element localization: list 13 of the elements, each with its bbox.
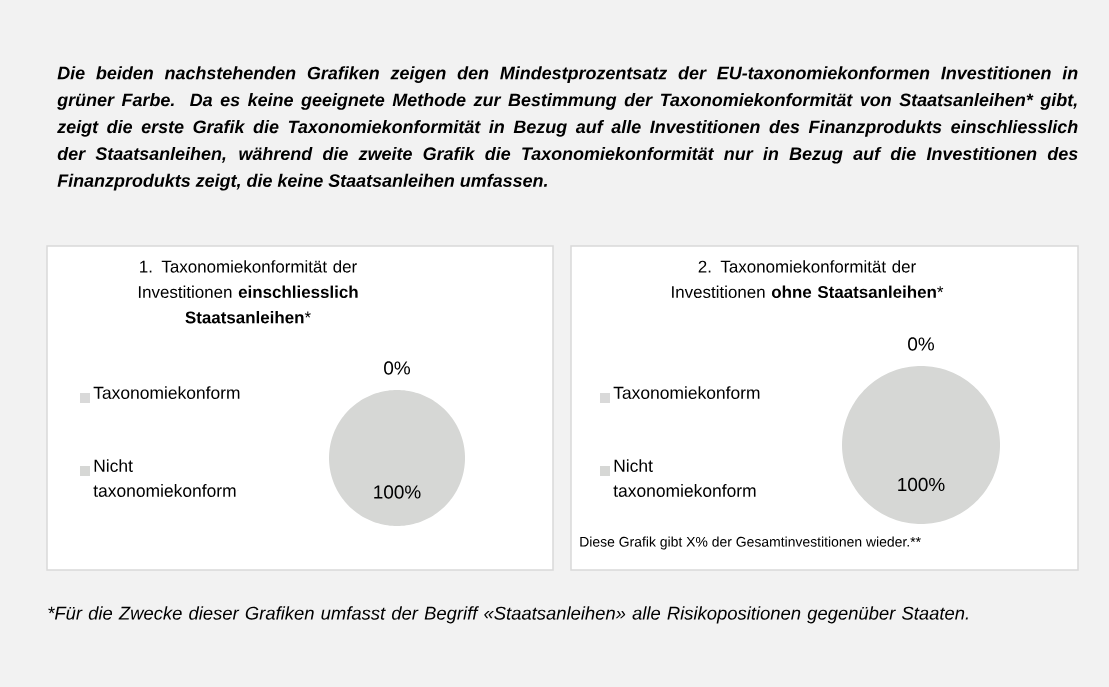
data-label: 100%: [374, 485, 421, 499]
text: 0%: [384, 361, 411, 375]
legend-label: Taxonomiekonform: [93, 386, 240, 399]
chart-title: 2. Taxonomiekonformität der Investitionen ohne Staatsanleihen*: [672, 260, 944, 299]
data-label: 100%: [898, 477, 945, 492]
legend-label: Nicht taxonomiekonform: [613, 459, 756, 497]
text: *Für die Zwecke dieser Grafiken umfasst der Begriff «Staatsanleihen» alle Risikopositionen gegenüber Staaten.: [48, 606, 968, 624]
text: Die beiden nachstehenden Grafiken zeigen den Mindestprozentsatz der EU-taxonomiekonformen Investitionen in grüner Farbe. Da es keine geeignete Methode zur Bestimmung der Taxonomiekonformität von Staatsanleihen* gibt, zeigt die erste Grafik die Taxonomiekonformität in Bezug auf alle Investitionen des Finanzprodukts einschliesslich der Staatsanleihen, während die zweite Grafik die Taxonomiekonformität nur in Bezug auf die Investitionen des Finanzprodukts zeigt, die keine Staatsanleihen umfassen.: [57, 66, 1078, 191]
legend-label: Taxonomiekonform: [613, 386, 760, 399]
legend-label: Nicht taxonomiekonform: [93, 459, 236, 497]
chart-title: 1. Taxonomiekonformität der Investitionen einschliesslich Staatsanleihen*: [138, 260, 358, 324]
text: Diese Grafik gibt X% der Gesamtinvestitionen wieder.**: [580, 536, 921, 550]
text: 0%: [908, 337, 934, 351]
